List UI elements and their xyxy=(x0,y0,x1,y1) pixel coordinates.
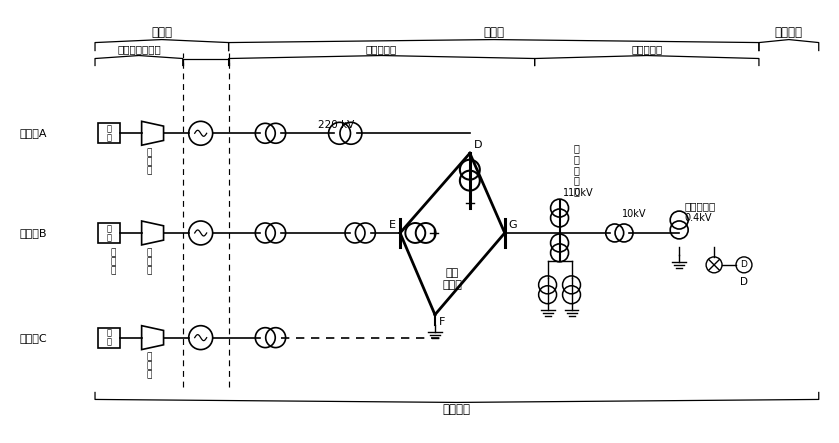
Text: 地方电力网: 地方电力网 xyxy=(631,45,663,54)
Text: 水
轮
机: 水 轮 机 xyxy=(146,353,152,380)
Text: 锅
炉: 锅 炉 xyxy=(107,329,112,346)
Bar xyxy=(98,328,120,348)
Text: 110kV: 110kV xyxy=(563,188,593,198)
Text: 汽
轮
机: 汽 轮 机 xyxy=(146,248,152,275)
Text: 发电厂: 发电厂 xyxy=(151,26,172,39)
Text: 220 kV: 220 kV xyxy=(318,120,355,130)
Text: 动力部分发电机: 动力部分发电机 xyxy=(117,45,161,54)
Bar xyxy=(98,223,120,243)
Text: 0.4kV: 0.4kV xyxy=(684,213,711,223)
Text: F: F xyxy=(439,317,446,326)
Text: E: E xyxy=(389,220,396,230)
Text: D: D xyxy=(740,277,748,287)
Text: 地
区
变
电
所: 地 区 变 电 所 xyxy=(574,143,580,196)
Text: 中间
变电所: 中间 变电所 xyxy=(442,268,462,290)
Text: 锅
炉: 锅 炉 xyxy=(107,224,112,242)
Text: 锅
炉: 锅 炉 xyxy=(107,124,112,142)
Text: 电力系统: 电力系统 xyxy=(443,404,471,416)
Text: 电能用户: 电能用户 xyxy=(775,26,803,39)
Text: 电力网: 电力网 xyxy=(483,26,504,39)
Text: D: D xyxy=(741,260,748,269)
Text: 火电厂A: 火电厂A xyxy=(19,128,47,138)
Bar xyxy=(98,123,120,143)
Text: 汽
轮
机: 汽 轮 机 xyxy=(146,148,152,175)
Text: 10kV: 10kV xyxy=(623,209,647,219)
Text: 水电厂C: 水电厂C xyxy=(19,333,47,342)
Text: 区域电力网: 区域电力网 xyxy=(366,45,397,54)
Text: D: D xyxy=(474,140,482,150)
Text: G: G xyxy=(508,220,518,230)
Text: 热电厂B: 热电厂B xyxy=(19,228,47,238)
Text: 终端变电所: 终端变电所 xyxy=(684,201,716,211)
Text: 热
力
网: 热 力 网 xyxy=(110,248,116,275)
